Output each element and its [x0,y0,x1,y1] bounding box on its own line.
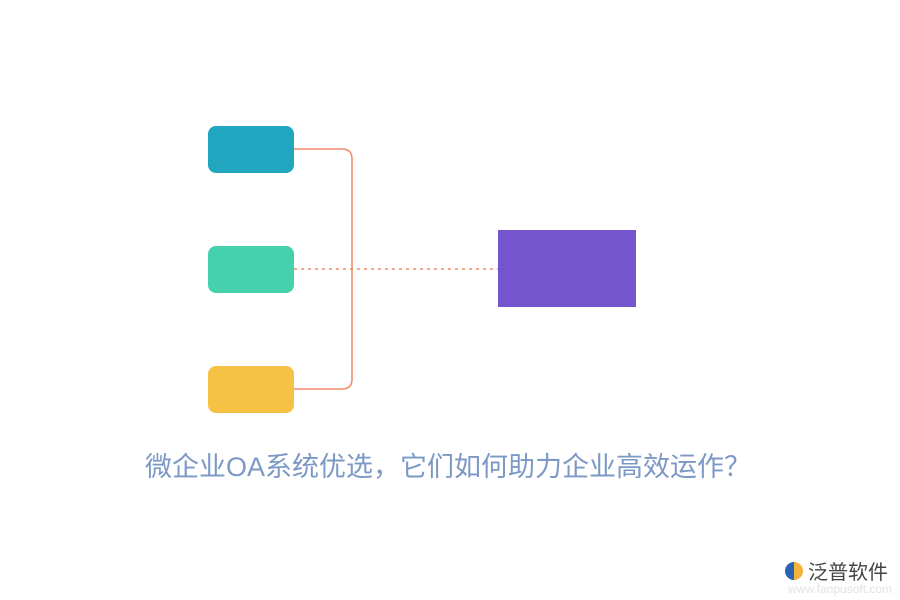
node-middle [208,246,294,293]
logo-icon [784,561,804,581]
node-top [208,126,294,173]
connectors [0,0,900,600]
bracket-connector [294,149,352,389]
watermark-url: www.fanpusoft.com [788,582,892,596]
watermark-logo: 泛普软件 [784,556,888,585]
watermark-logo-text: 泛普软件 [808,556,888,585]
node-right [498,230,636,307]
node-bottom [208,366,294,413]
diagram-caption: 微企业OA系统优选，它们如何助力企业高效运作？ [145,445,751,484]
diagram-canvas: 微企业OA系统优选，它们如何助力企业高效运作？ 泛普软件www.fanpusoft… [0,0,900,600]
